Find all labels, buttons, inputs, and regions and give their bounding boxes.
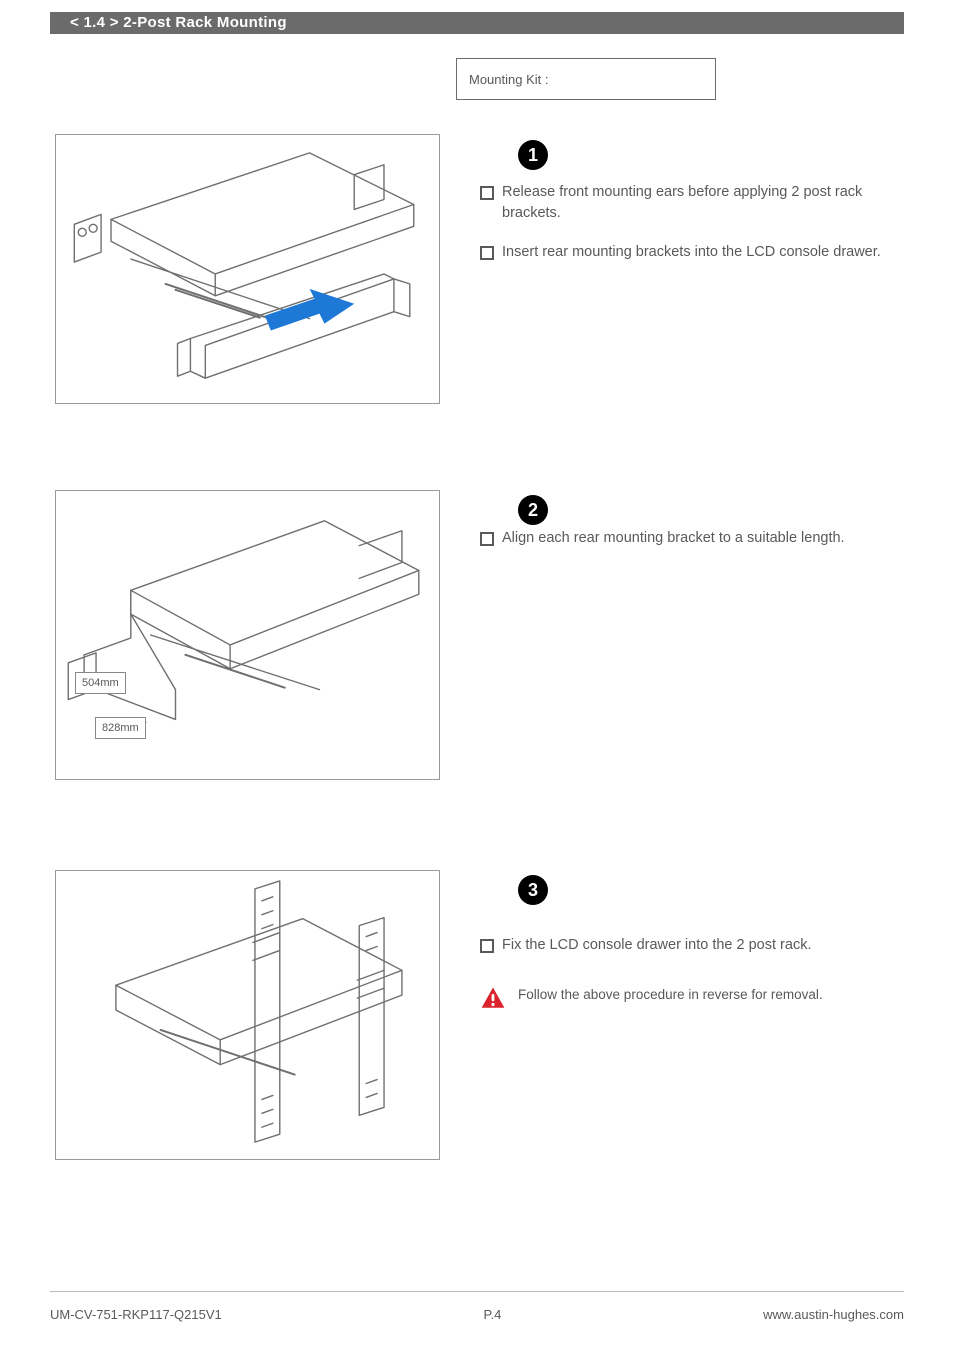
callout-828mm: 828mm — [95, 717, 146, 739]
step-2-num: 2 — [528, 500, 538, 521]
step-1-badge: 1 — [518, 140, 548, 170]
step-3-bullets: Fix the LCD console drawer into the 2 po… — [480, 935, 894, 974]
step-1-bullets: Release front mounting ears before apply… — [480, 182, 894, 281]
step-2-badge: 2 — [518, 495, 548, 525]
step-3-bullet-0: Fix the LCD console drawer into the 2 po… — [480, 935, 894, 956]
footer-page-num: P.4 — [483, 1307, 501, 1322]
step-3-warning-text: Follow the above procedure in reverse fo… — [518, 985, 823, 1005]
step-3-num: 3 — [528, 880, 538, 901]
step-1-num: 1 — [528, 145, 538, 166]
figure-step-1 — [55, 134, 440, 404]
footer-doc-id: UM-CV-751-RKP117-Q215V1 — [50, 1307, 222, 1322]
figure-step-3 — [55, 870, 440, 1160]
warning-icon — [480, 985, 506, 1011]
step-3-warning-row: Follow the above procedure in reverse fo… — [480, 985, 823, 1011]
step-1-bullet-1: Insert rear mounting brackets into the L… — [480, 242, 894, 263]
step-3-badge: 3 — [518, 875, 548, 905]
callout-504mm: 504mm — [75, 672, 126, 694]
footer-url: www.austin-hughes.com — [763, 1307, 904, 1322]
mounting-kit-number: 2 — [559, 68, 570, 91]
step-2-bullet-0: Align each rear mounting bracket to a su… — [480, 528, 894, 549]
step-1-bullet-0: Release front mounting ears before apply… — [480, 182, 894, 224]
mounting-kit-label: Mounting Kit : — [469, 72, 549, 87]
footer: UM-CV-751-RKP117-Q215V1 P.4 www.austin-h… — [50, 1307, 904, 1322]
step-2-bullets: Align each rear mounting bracket to a su… — [480, 528, 894, 567]
mounting-kit-box: Mounting Kit : 2 — [456, 58, 716, 100]
footer-rule — [50, 1291, 904, 1292]
header-title: < 1.4 > 2-Post Rack Mounting — [70, 12, 287, 34]
